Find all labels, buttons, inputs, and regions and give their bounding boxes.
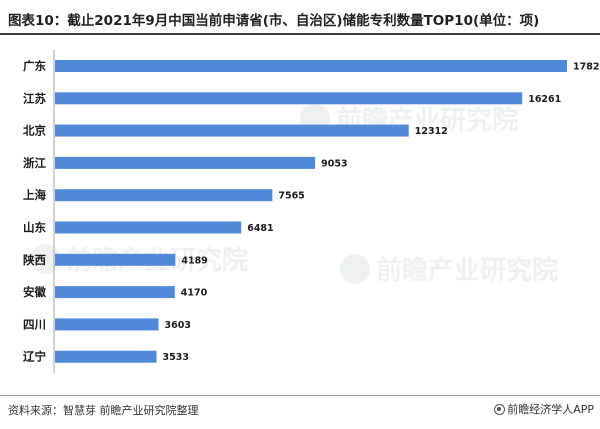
data-label: 12312 [415,126,448,137]
watermark: 前瞻产业研究院 [340,250,558,287]
source-note: 资料来源：智慧芽 前瞻产业研究院整理 [8,404,199,417]
bar [55,124,409,137]
bar [55,318,159,331]
footer-divider [0,395,600,396]
bar [55,92,523,105]
data-label: 3603 [165,320,191,331]
category-label: 四川 [23,317,46,331]
data-label: 3533 [163,352,189,363]
data-label: 6481 [247,223,273,234]
category-label: 山东 [23,221,46,235]
data-label: 4189 [181,255,207,266]
chart-title: 图表10：截止2021年9月中国当前申请省(市、自治区)储能专利数量TOP10(… [8,13,540,29]
category-label: 辽宁 [23,350,46,364]
category-label: 安徽 [23,285,46,299]
category-label: 浙江 [23,156,46,170]
data-label: 7565 [278,191,304,202]
brand-credit: 前瞻经济学人APP [494,401,594,417]
bar [55,221,242,234]
data-label: 4170 [181,288,208,299]
data-label: 16261 [528,94,561,105]
bar [55,253,176,266]
category-label: 陕西 [23,253,46,267]
category-label: 北京 [23,124,46,138]
title-divider [0,33,600,35]
watermark-logo-icon [340,253,370,284]
bar [55,60,567,72]
bar [55,350,157,363]
category-label: 江苏 [23,91,46,105]
bar [55,189,273,202]
data-label: 17820 [573,62,600,73]
data-label: 9053 [321,158,347,169]
qianzhan-logo-icon [494,404,506,415]
bar-chart: 广东 17820 江苏 16261 北京 12312 浙江 9053 上海 7565 山东 6481 陕… [23,49,600,373]
brand-name: 前瞻经济学人APP [507,403,594,416]
category-label: 广东 [23,59,46,73]
category-label: 上海 [23,188,46,202]
bar [55,156,316,169]
bar [55,286,175,299]
